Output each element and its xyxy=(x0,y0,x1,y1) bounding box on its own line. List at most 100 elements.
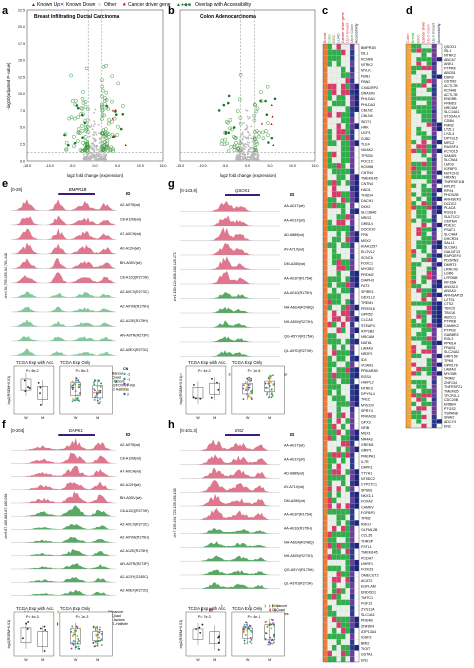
cn-legend-value: 1 xyxy=(127,387,129,391)
box-x-label: W xyxy=(246,658,250,662)
volcano-point-gray xyxy=(93,148,96,151)
track-sample-label: DM-A280(wt) xyxy=(284,262,305,266)
heatmap-cell xyxy=(322,525,328,532)
heatmap-cell xyxy=(331,304,337,311)
heatmap-gene-label: CNTN4 xyxy=(361,171,373,175)
heatmap-cell xyxy=(327,520,333,527)
heatmap-cell xyxy=(426,283,432,289)
box-ylabel: log2(RSEM+0.01) xyxy=(179,620,183,649)
heatmap-cell xyxy=(416,122,422,127)
heatmap-cell xyxy=(327,293,333,300)
heatmap-cell xyxy=(345,276,351,283)
track-gene: BMPR1B xyxy=(69,187,87,192)
heatmap-cell xyxy=(411,170,417,175)
heatmap-cell xyxy=(340,469,346,475)
heatmap-gene-label: NTRK2 xyxy=(361,63,373,67)
heatmap-gene-label: FRMD3 xyxy=(444,101,456,105)
box-point xyxy=(74,390,77,393)
track-sample-label: C8-A12Q(R273H) xyxy=(120,509,149,513)
heatmap-cell xyxy=(345,304,351,311)
heatmap-gene-label: CAMKV xyxy=(361,505,374,509)
heatmap-cell xyxy=(340,389,346,396)
heatmap-cell xyxy=(336,100,342,107)
heatmap-cell xyxy=(431,384,437,389)
heatmap-cell xyxy=(345,66,351,73)
volcano-point-green xyxy=(100,78,104,82)
box-point xyxy=(250,391,253,394)
heatmap-cell xyxy=(354,259,360,266)
box-point xyxy=(93,383,96,386)
box-point xyxy=(270,396,273,399)
heatmap-cell xyxy=(416,74,422,79)
box-point xyxy=(93,389,96,392)
known-up-marker: ▲ xyxy=(111,135,115,139)
volcano-point-gray xyxy=(95,159,98,161)
heatmap-cell xyxy=(354,94,360,101)
heatmap-cell xyxy=(336,191,342,198)
volcano-point-gray xyxy=(98,152,100,155)
volcano-point-gray xyxy=(93,144,96,146)
heatmap-cell xyxy=(354,452,360,458)
volcano-point-gray xyxy=(243,151,246,154)
heatmap-cell xyxy=(327,452,333,458)
heatmap-cell xyxy=(327,627,333,634)
heatmap-cell xyxy=(416,144,422,149)
known-down-icon: ✕ xyxy=(60,2,64,8)
volcano-b-xlabel: log2 fold change (expression) xyxy=(220,173,277,178)
heatmap-cell xyxy=(349,350,355,356)
heatmap-cell xyxy=(436,52,443,58)
heatmap-cell xyxy=(336,559,342,566)
heatmap-cell xyxy=(336,610,342,617)
heatmap-cell xyxy=(345,644,351,651)
heatmap-gene-label: GPR176 xyxy=(444,363,458,367)
heatmap-cell xyxy=(340,60,346,67)
heatmap-cell xyxy=(331,253,337,260)
heatmap-cell xyxy=(322,253,328,260)
heatmap-cell xyxy=(345,389,351,396)
volcano-point-gray xyxy=(82,157,85,160)
heatmap-cell xyxy=(411,214,417,219)
heatmap-cell xyxy=(340,542,346,549)
volcano-point-green xyxy=(228,117,233,122)
heatmap-cell xyxy=(431,318,437,324)
known-up-marker: ▲ xyxy=(111,109,115,113)
volcano-point-green xyxy=(69,73,73,78)
heatmap-cell xyxy=(411,414,417,420)
volcano-point-gray xyxy=(255,153,258,156)
heatmap-cell xyxy=(336,520,342,527)
volcano-point-gray xyxy=(103,154,105,157)
volcano-point-gray xyxy=(253,143,256,145)
heatmap-cell xyxy=(336,231,342,237)
cn-legend-title: CN xyxy=(123,367,129,371)
track-gene: QSOX1 xyxy=(235,188,250,193)
heatmap-cell xyxy=(436,401,443,407)
heatmap-cell xyxy=(336,55,342,62)
heatmap-cell xyxy=(354,650,360,657)
heatmap-cell xyxy=(354,554,360,561)
heatmap-cell xyxy=(336,304,342,311)
heatmap-gene-label: RGL2 xyxy=(444,337,453,341)
heatmap-cell xyxy=(340,627,346,634)
volcano-point-green xyxy=(86,146,90,150)
heatmap-cell xyxy=(349,304,355,311)
heatmap-cell xyxy=(421,161,427,167)
heatmap-cell xyxy=(345,327,351,334)
heatmap-cell xyxy=(405,109,412,114)
overlap-icon: ▲●◆■ xyxy=(176,2,191,8)
track-range: [0-204] xyxy=(11,428,24,433)
volcano-point-gray xyxy=(89,126,92,128)
volcano-point-gray xyxy=(103,158,106,161)
heatmap-cell xyxy=(349,361,355,368)
heatmap-cell xyxy=(411,235,417,241)
heatmap-gene-label: PDE4B xyxy=(361,619,373,623)
volcano-point-gray xyxy=(98,137,101,140)
heatmap-cell xyxy=(349,480,355,487)
annotation-mark xyxy=(229,373,231,376)
volcano-point-gray xyxy=(95,147,98,149)
heatmap-cell xyxy=(411,379,417,385)
track-sample-label: A2-A0T5(wt) xyxy=(120,203,140,207)
panel-label-c: c xyxy=(322,5,328,17)
heatmap-cell xyxy=(411,345,417,350)
heatmap-cell xyxy=(331,440,337,447)
